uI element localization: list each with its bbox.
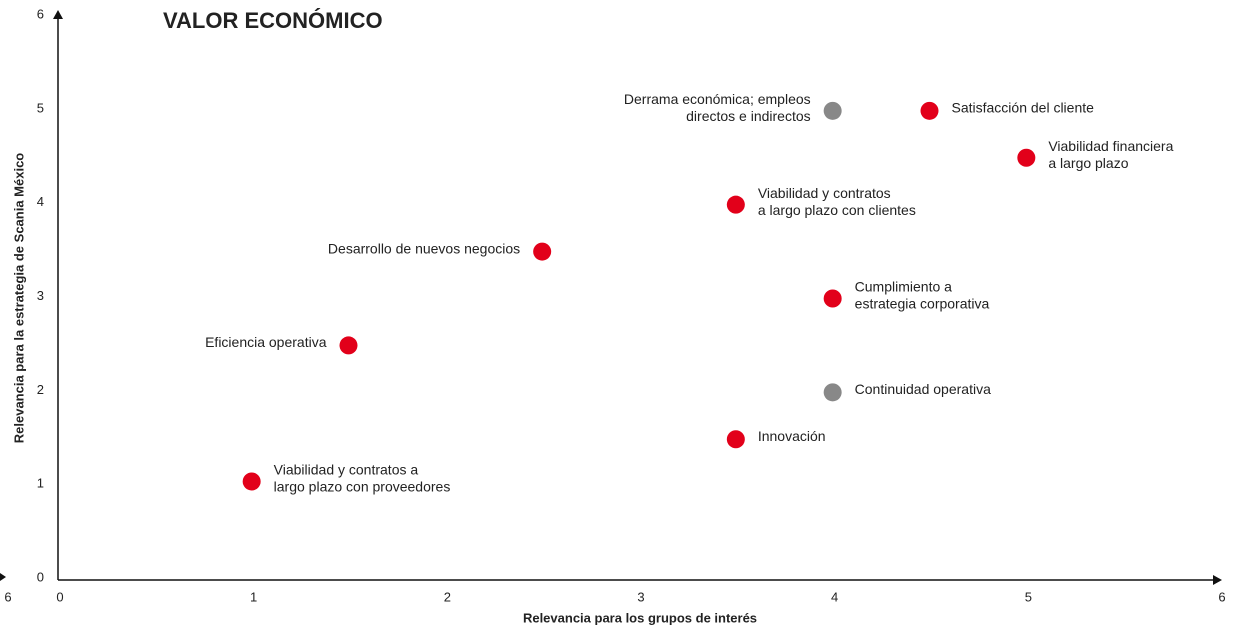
point <box>339 336 358 355</box>
point-label: Desarrollo de nuevos negocios <box>328 240 520 256</box>
point <box>823 101 842 120</box>
x-tick-label: 1 <box>250 589 257 604</box>
stray-label: 6 <box>4 589 11 604</box>
point-label: estrategia corporativa <box>855 296 990 312</box>
point-label: largo plazo con proveedores <box>274 479 451 495</box>
point-label: Satisfacción del cliente <box>952 100 1095 116</box>
point <box>823 289 842 308</box>
point-label: Cumplimiento a <box>855 279 952 295</box>
x-tick-label: 0 <box>56 589 63 604</box>
chart-title: VALOR ECONÓMICO <box>163 8 383 33</box>
y-tick-label: 2 <box>37 382 44 397</box>
point-label: Viabilidad y contratos <box>758 185 891 201</box>
point-label: a largo plazo <box>1048 155 1128 171</box>
point <box>242 472 261 491</box>
point-label: a largo plazo con clientes <box>758 202 916 218</box>
point <box>1017 148 1036 167</box>
y-tick-label: 6 <box>37 6 44 21</box>
point-label: Continuidad operativa <box>855 381 991 397</box>
y-tick-label: 5 <box>37 100 44 115</box>
point <box>920 101 939 120</box>
point-label: Viabilidad financiera <box>1048 138 1173 154</box>
x-tick-label: 4 <box>831 589 838 604</box>
y-tick-label: 4 <box>37 194 44 209</box>
point <box>533 242 552 261</box>
x-tick-label: 5 <box>1025 589 1032 604</box>
y-axis-title: Relevancia para la estrategia de Scania … <box>11 153 26 444</box>
y-tick-label: 0 <box>37 569 44 584</box>
point-label: Derrama económica; empleos <box>624 91 811 107</box>
x-tick-label: 3 <box>637 589 644 604</box>
y-axis-arrow <box>53 10 63 19</box>
y-tick-label: 3 <box>37 288 44 303</box>
x-tick-label: 2 <box>444 589 451 604</box>
point-label: directos e indirectos <box>686 108 811 124</box>
x-tick-label: 6 <box>1218 589 1225 604</box>
point <box>726 195 745 214</box>
point <box>726 430 745 449</box>
y-tick-label: 1 <box>37 476 44 491</box>
point <box>823 383 842 402</box>
point-label: Innovación <box>758 428 826 444</box>
stray-arrow <box>0 573 6 581</box>
point-label: Viabilidad y contratos a <box>274 462 419 478</box>
point-label: Eficiencia operativa <box>205 334 327 350</box>
x-axis-arrow <box>1213 575 1222 585</box>
x-axis-title: Relevancia para los grupos de interés <box>523 610 757 625</box>
